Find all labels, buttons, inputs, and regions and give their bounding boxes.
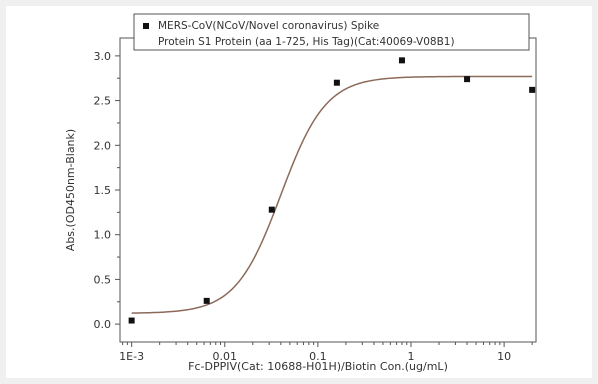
y-axis: 0.0 0.5 1.0 1.5 2.0 2.5 3.0 [94, 50, 121, 331]
fit-curve [132, 76, 533, 313]
chart: 0.00.51.01.52.02.53.0 1E-3 0.01 0.1 1 10 Abs… [6, 6, 592, 378]
data-points [129, 57, 536, 323]
plot-frame [120, 38, 536, 342]
legend: MERS-CoV(NCoV/Novel coronavirus) Spike P… [134, 14, 529, 50]
x-tick-label: 10 [497, 350, 511, 363]
x-tick-label: 1E-3 [119, 350, 144, 363]
data-point [399, 57, 405, 63]
data-point [334, 80, 340, 86]
y-tick-label: 3.0 [94, 50, 112, 63]
y-tick-label: 1.5 [94, 184, 112, 197]
chart-panel: 0.0 0.5 1.0 1.5 2.0 2.5 3.0 1E-3 0.01 0.1 1 10 Abs… [6, 6, 592, 378]
legend-marker [143, 23, 149, 29]
x-axis-label: Fc-DPPIV(Cat: 10688-H01H)/Biotin Con.(ug… [188, 360, 448, 373]
data-point [464, 76, 470, 82]
data-point [129, 318, 135, 324]
data-point [269, 207, 275, 213]
data-point [529, 87, 535, 93]
legend-label-line-1: MERS-CoV(NCoV/Novel coronavirus) Spike [158, 20, 379, 32]
y-axis-label: Abs.(OD450nm-Blank) [64, 129, 77, 251]
legend-label-line-2: Protein S1 Protein (aa 1-725, His Tag)(C… [158, 36, 455, 48]
y-tick-label: 2.5 [94, 95, 112, 108]
y-tick-label: 1.0 [94, 229, 112, 242]
y-tick-label: 0.5 [94, 273, 112, 286]
y-tick-label: 0.0 [94, 318, 112, 331]
data-point [204, 298, 210, 304]
y-tick-label: 2.0 [94, 139, 112, 152]
